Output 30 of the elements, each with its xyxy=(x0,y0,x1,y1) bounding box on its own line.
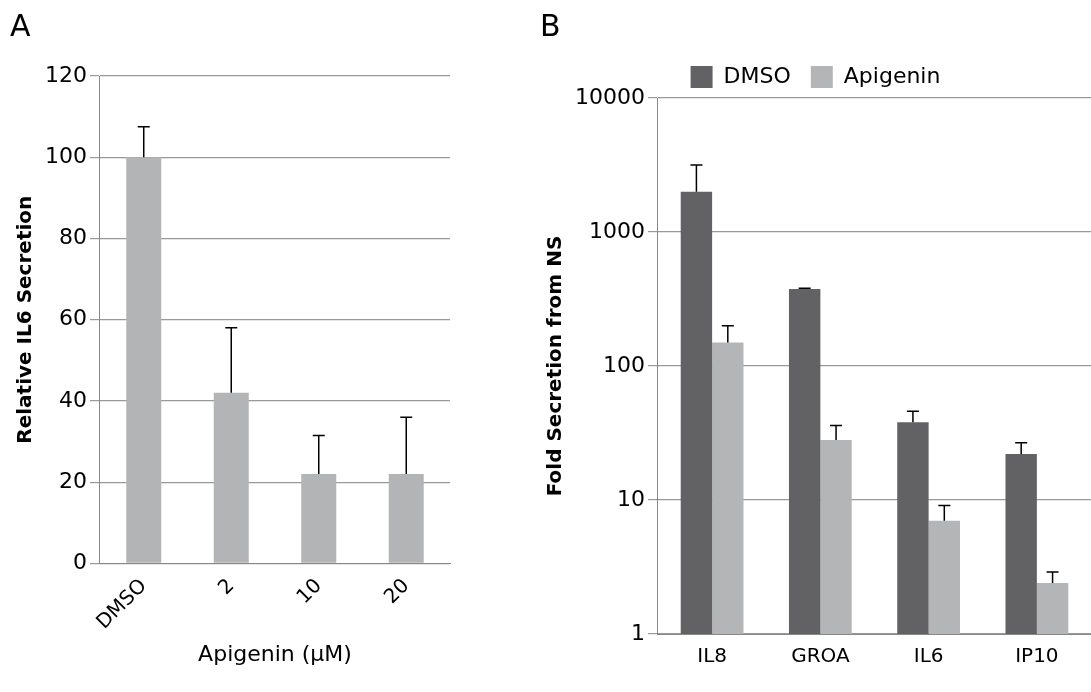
y-tick-label: 10000 xyxy=(574,83,645,109)
x-tick-label: IL6 xyxy=(913,643,944,668)
bar xyxy=(126,157,162,563)
chart-title: B xyxy=(540,7,561,43)
y-tick-label: 120 xyxy=(44,61,87,87)
y-tick-label: 1 xyxy=(630,619,645,645)
y-tick-label: 60 xyxy=(58,305,87,331)
x-tick-label: IL8 xyxy=(697,643,727,668)
x-tick-label: 20 xyxy=(378,573,414,609)
x-tick-label: IP10 xyxy=(1015,643,1059,668)
y-tick-label: 40 xyxy=(58,386,87,412)
x-axis-title: Apigenin (μM) xyxy=(198,640,352,666)
x-tick-label: 2 xyxy=(212,573,239,600)
bar xyxy=(213,392,249,563)
bar xyxy=(388,474,424,563)
y-axis-title: Relative IL6 Secretion xyxy=(12,195,37,444)
y-tick-label: 1000 xyxy=(588,217,645,243)
y-tick-label: 80 xyxy=(58,224,87,250)
chart-title: A xyxy=(10,7,31,43)
y-tick-label: 10 xyxy=(616,485,645,511)
y-axis-title: Fold Secretion from NS xyxy=(542,235,567,497)
y-tick-label: 0 xyxy=(72,549,87,575)
legend-label: DMSO xyxy=(723,62,791,88)
y-tick-label: 100 xyxy=(602,351,645,377)
legend-label: Apigenin xyxy=(843,62,941,88)
y-tick-label: 100 xyxy=(44,142,87,168)
bar xyxy=(301,474,337,563)
y-tick-label: 20 xyxy=(58,467,87,493)
x-tick-label: 10 xyxy=(290,573,326,609)
x-tick-label: GROA xyxy=(791,643,850,668)
